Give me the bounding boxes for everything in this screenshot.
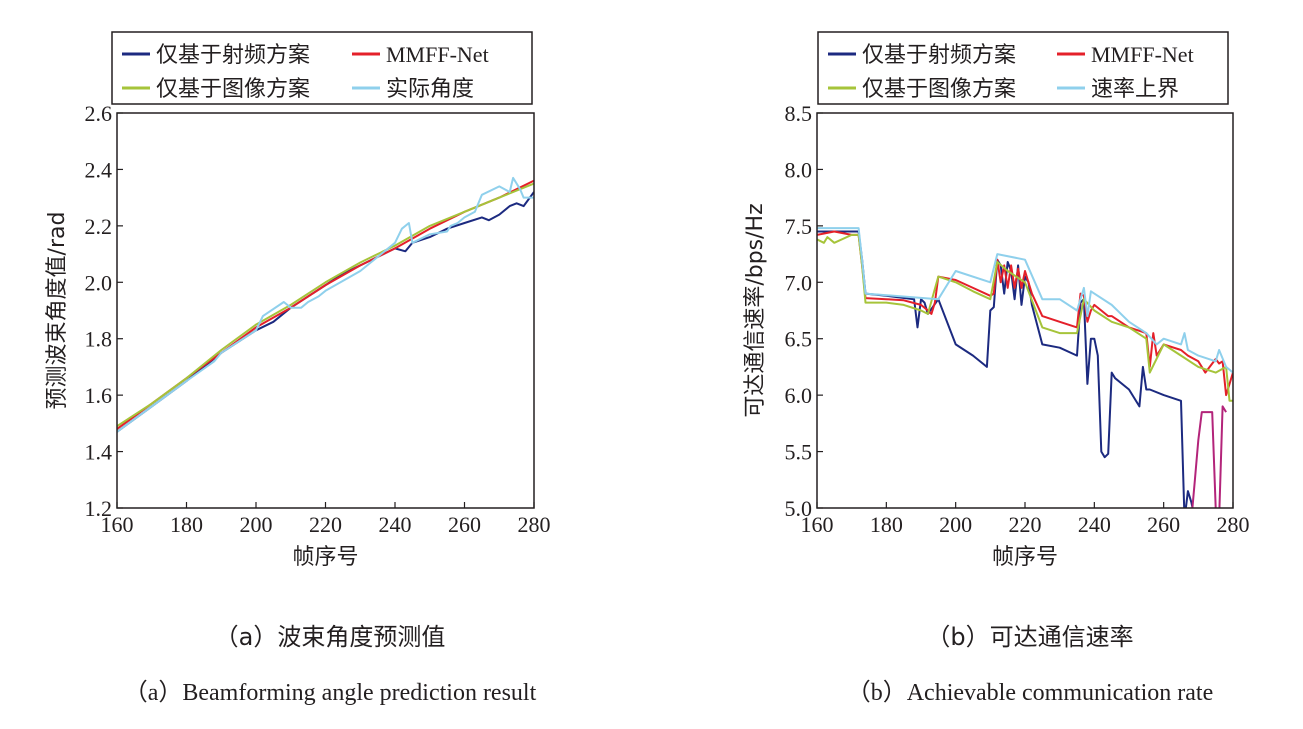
y-tick-label: 8.5 <box>785 101 813 126</box>
x-tick-label: 180 <box>170 512 203 537</box>
legend-label: 速率上界 <box>1091 77 1179 102</box>
caption-a-zh: （a）波束角度预测值 <box>214 623 446 651</box>
legend-label: 仅基于图像方案 <box>156 77 310 102</box>
x-tick-label: 240 <box>379 512 412 537</box>
plot-frame <box>816 112 1234 509</box>
y-tick-label: 2.2 <box>85 214 113 239</box>
x-tick-label: 240 <box>1078 512 1111 537</box>
series-line-3 <box>817 227 1233 374</box>
x-tick-label: 200 <box>939 512 972 537</box>
legend-label: 仅基于射频方案 <box>156 43 310 68</box>
series-line-2 <box>117 182 534 428</box>
y-tick-label: 5.5 <box>785 440 813 465</box>
legend-label: 仅基于射频方案 <box>862 43 1016 68</box>
x-axis-label: 帧序号 <box>292 545 358 570</box>
caption-b-zh: （b）可达通信速率 <box>926 623 1134 651</box>
y-axis-label: 可达通信速率/bps/Hz <box>743 203 768 417</box>
x-tick-label: 220 <box>1009 512 1042 537</box>
caption-a-en: （a）Beamforming angle prediction result <box>123 680 537 706</box>
x-tick-label: 180 <box>870 512 903 537</box>
series-line-3 <box>117 176 534 433</box>
legend-label: MMFF-Net <box>386 42 489 67</box>
series-line-0 <box>117 191 534 433</box>
legend-label: 实际角度 <box>386 77 474 102</box>
plot-frame <box>116 112 535 509</box>
x-tick-label: 160 <box>101 512 134 537</box>
x-tick-label: 160 <box>801 512 834 537</box>
caption-b-en: （b）Achievable communication rate <box>846 680 1214 706</box>
legend-box <box>817 31 1229 105</box>
series-line-4 <box>1191 405 1227 508</box>
x-tick-label: 280 <box>518 512 551 537</box>
legend-box <box>111 31 533 105</box>
y-tick-label: 2.0 <box>85 270 113 295</box>
y-tick-label: 6.5 <box>785 327 813 352</box>
y-tick-label: 5.0 <box>785 496 813 521</box>
y-tick-label: 7.0 <box>785 270 813 295</box>
x-tick-label: 260 <box>1147 512 1180 537</box>
y-tick-label: 1.8 <box>85 327 113 352</box>
legend: 仅基于射频方案 MMFF-Net 仅基于图像方案 速率上界 <box>817 31 1229 105</box>
chart-panel-b: 160 180 200 220 240 260 280 5.0 5.5 6.0 6.5 7.0 7.5 8… <box>743 31 1250 570</box>
legend-label: 仅基于图像方案 <box>862 77 1016 102</box>
series-line-1 <box>117 179 534 430</box>
x-axis-label: 帧序号 <box>992 545 1058 570</box>
series-group <box>817 227 1233 508</box>
y-tick-label: 2.6 <box>85 101 113 126</box>
y-tick-label: 8.0 <box>785 157 813 182</box>
y-tick-label: 6.0 <box>785 383 813 408</box>
x-tick-label: 280 <box>1217 512 1250 537</box>
x-tick-label: 200 <box>240 512 273 537</box>
y-tick-label: 7.5 <box>785 214 813 239</box>
y-tick-label: 2.4 <box>85 157 113 182</box>
y-axis-label: 预测波束角度值/rad <box>45 212 70 410</box>
y-tick-label: 1.6 <box>85 383 113 408</box>
y-tick-label: 1.4 <box>85 440 113 465</box>
x-tick-label: 260 <box>448 512 481 537</box>
series-line-1 <box>817 230 1233 397</box>
chart-panel-a: 160 180 200 220 240 260 280 1.2 1.4 1.6 1.8 2.0 2.2 2… <box>45 31 551 570</box>
y-tick-label: 1.2 <box>85 496 113 521</box>
x-tick-label: 220 <box>309 512 342 537</box>
series-group <box>117 176 534 433</box>
legend: 仅基于射频方案 MMFF-Net 仅基于图像方案 实际角度 <box>111 31 533 105</box>
legend-label: MMFF-Net <box>1091 42 1194 67</box>
